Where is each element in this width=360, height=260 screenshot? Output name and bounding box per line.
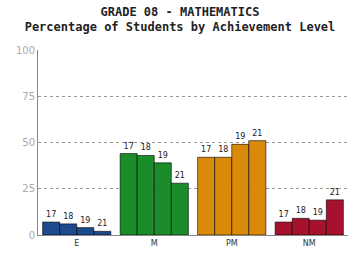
svg-text:75: 75	[22, 91, 35, 102]
svg-text:19: 19	[235, 132, 245, 141]
svg-text:100: 100	[16, 45, 35, 56]
svg-text:17: 17	[46, 210, 56, 219]
svg-text:21: 21	[252, 129, 262, 138]
svg-text:NM: NM	[303, 239, 316, 248]
svg-text:50: 50	[22, 137, 35, 148]
svg-text:18: 18	[141, 143, 151, 152]
svg-text:GRADE 08 - MATHEMATICSPercenta: GRADE 08 - MATHEMATICSPercentage of Stud…	[25, 5, 336, 35]
svg-text:21: 21	[97, 219, 107, 228]
svg-text:17: 17	[279, 210, 289, 219]
svg-text:0: 0	[29, 230, 35, 241]
svg-text:19: 19	[80, 216, 90, 225]
svg-text:19: 19	[313, 208, 323, 217]
svg-text:PM: PM	[226, 239, 238, 248]
svg-text:21: 21	[175, 171, 185, 180]
svg-text:18: 18	[296, 206, 306, 215]
svg-text:21: 21	[330, 188, 340, 197]
svg-text:19: 19	[158, 151, 168, 160]
svg-text:17: 17	[201, 145, 211, 154]
svg-text:18: 18	[63, 212, 73, 221]
svg-text:E: E	[74, 239, 79, 248]
svg-text:25: 25	[22, 183, 35, 194]
svg-text:17: 17	[124, 142, 134, 151]
svg-text:18: 18	[218, 145, 228, 154]
svg-text:M: M	[151, 239, 158, 248]
